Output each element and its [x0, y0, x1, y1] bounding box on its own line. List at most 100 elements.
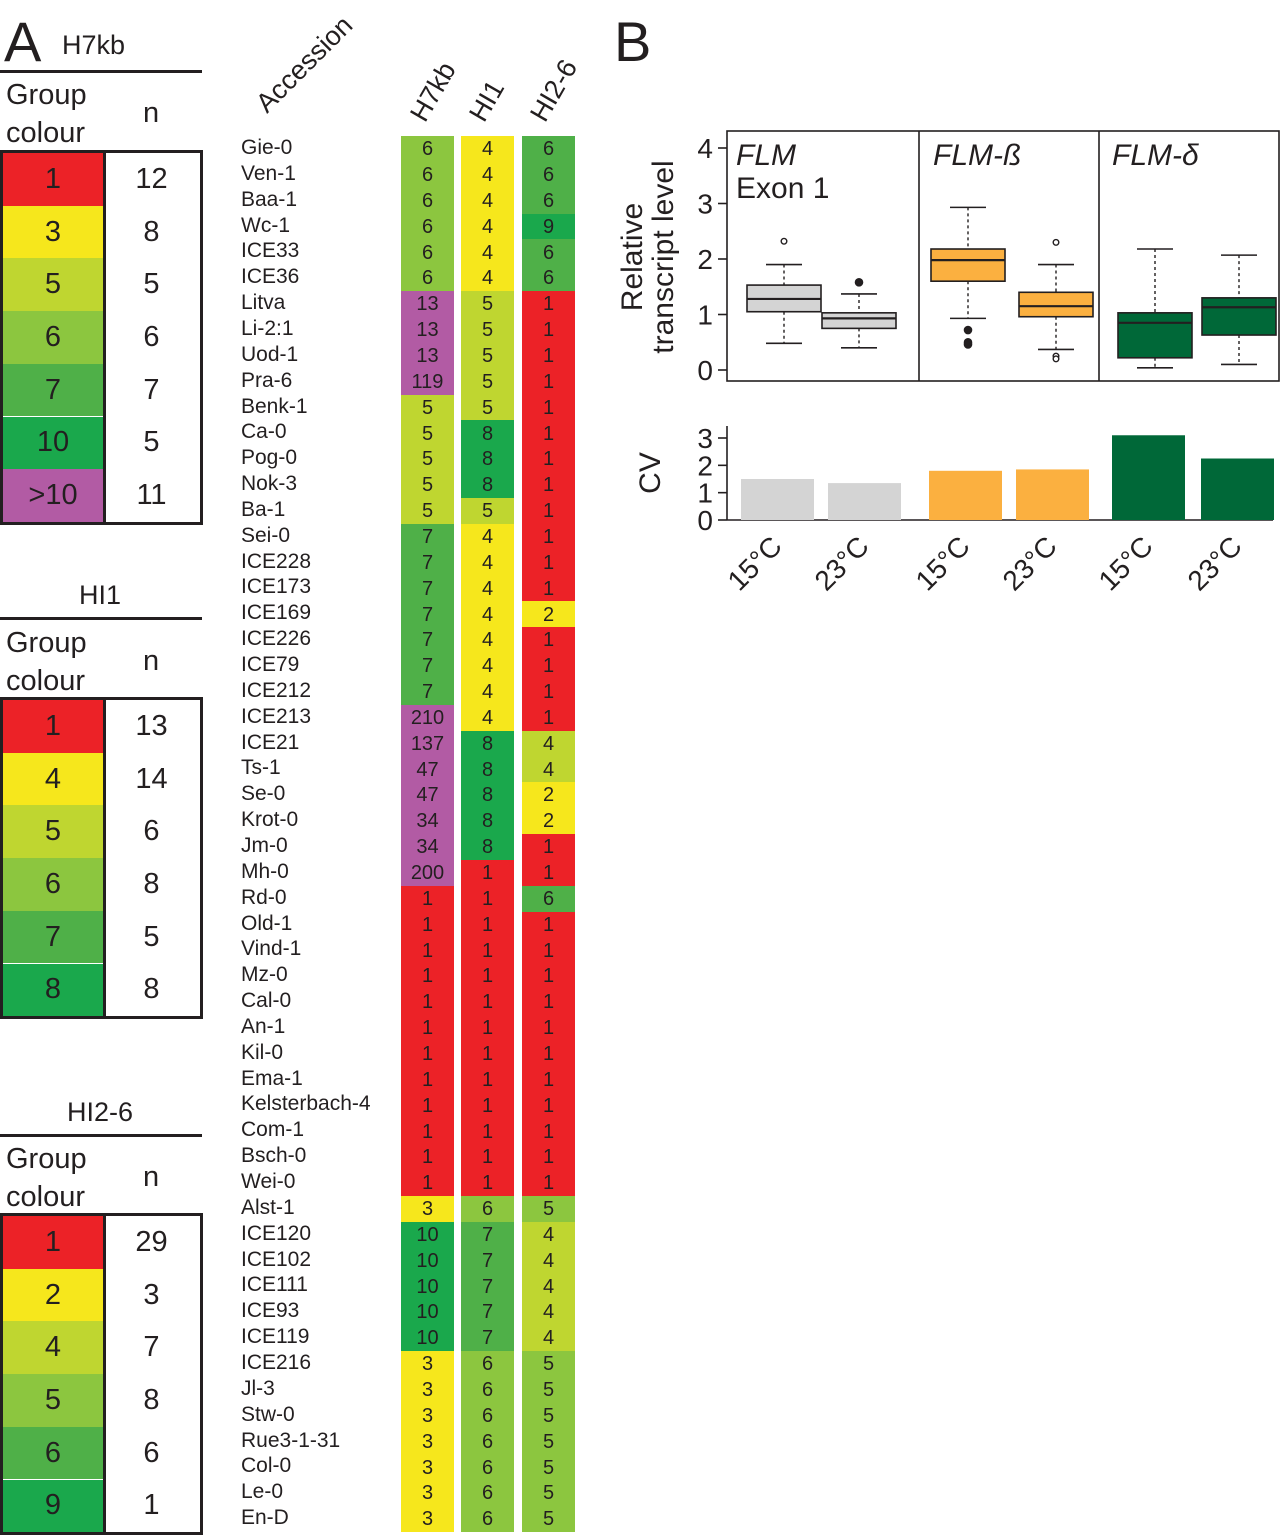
accession-name: ICE173 [241, 575, 312, 599]
outlier-point [1052, 355, 1060, 363]
heatmap-cell: 7 [401, 653, 454, 680]
outlier-point [963, 325, 973, 335]
heatmap-cell: 47 [401, 782, 454, 809]
heatmap-cell: 1 [461, 963, 514, 990]
heatmap-cell: 5 [522, 1480, 575, 1507]
accession-name: ICE102 [241, 1247, 312, 1271]
heatmap-cell: 3 [401, 1428, 454, 1455]
accession-name: Alst-1 [241, 1195, 295, 1219]
heatmap-cell: 10 [401, 1247, 454, 1274]
heatmap-cell: 6 [461, 1454, 514, 1481]
heatmap-cell: 6 [461, 1376, 514, 1404]
heatmap-cell: 1 [461, 1118, 514, 1145]
y-tick-label: 2 [697, 244, 713, 275]
legend-title: HI2-6 [66, 1097, 134, 1127]
heatmap-cell: 1 [522, 1066, 575, 1094]
accession-name: Kelsterbach-4 [241, 1092, 371, 1116]
heatmap-cell: 1 [522, 394, 575, 421]
heatmap-cell: 7 [461, 1247, 514, 1274]
y-axis-label: transcript level [647, 160, 680, 353]
heatmap-cell: 1 [401, 911, 454, 938]
heatmap-cell: 3 [401, 1480, 454, 1507]
heatmap-cell: 1 [401, 885, 454, 913]
legend-count: 8 [143, 973, 160, 1006]
legend-swatch: 8 [3, 963, 103, 1017]
heatmap-cell: 5 [401, 497, 454, 525]
legend-swatch: 5 [3, 805, 103, 859]
legend-rule [0, 70, 202, 73]
accession-name: Rue3-1-31 [241, 1428, 341, 1452]
heatmap-cell: 1 [522, 1040, 575, 1068]
legend-table: 1 13 4 14 5 6 6 8 7 5 8 8 [0, 697, 203, 1020]
legend-row: >10 11 [3, 469, 200, 522]
bar-x-tick-label: 23°C [997, 530, 1063, 596]
accession-name: ICE119 [241, 1325, 310, 1349]
heatmap-cell: 1 [461, 1066, 514, 1094]
legend-count: 7 [143, 1331, 160, 1364]
accession-name: Le-0 [241, 1480, 284, 1504]
box [1117, 312, 1193, 359]
bar-y-tick-label: 1 [697, 478, 713, 509]
accession-name: Jm-0 [241, 833, 288, 857]
accession-name: En-D [241, 1506, 289, 1530]
heatmap-cell: 4 [522, 1273, 575, 1300]
heatmap-cell: 1 [522, 472, 575, 499]
accession-name: Wei-0 [241, 1170, 296, 1193]
heatmap-cell: 6 [401, 161, 454, 189]
heatmap-cell: 7 [401, 549, 454, 577]
accession-name: Ba-1 [241, 497, 286, 521]
legend-count: 1 [143, 1489, 160, 1522]
accession-name: Ca-0 [241, 420, 287, 444]
heatmap-cell: 6 [401, 265, 454, 292]
accession-name: Com-1 [241, 1118, 305, 1142]
accession-name: Ema-1 [241, 1066, 303, 1090]
box [1018, 291, 1094, 318]
bar-x-tick-label: 15°C [1093, 530, 1159, 596]
heatmap-cell: 1 [401, 937, 454, 964]
box [930, 248, 1006, 282]
legend-row: 1 29 [3, 1216, 200, 1269]
legend-swatch: 4 [3, 1321, 103, 1375]
y-tick-label: 3 [697, 189, 713, 220]
legend-group-label: Group [6, 1143, 87, 1175]
accession-name: ICE169 [241, 601, 312, 625]
heatmap-cell: 7 [401, 601, 454, 628]
heatmap-cell: 1 [461, 859, 514, 887]
heatmap-cell: 1 [522, 678, 575, 706]
heatmap-cell: 1 [461, 1092, 514, 1119]
accession-name: Baa-1 [241, 187, 298, 211]
legend-swatch: >10 [3, 469, 103, 522]
box [821, 312, 897, 330]
heatmap-cell: 1 [461, 1040, 514, 1068]
accession-name: Pog-0 [241, 446, 298, 470]
y-tick-label: 0 [697, 355, 713, 386]
heatmap-cell: 1 [522, 549, 575, 577]
heatmap-cell: 7 [401, 523, 454, 551]
accession-name: ICE120 [241, 1221, 312, 1245]
heatmap-cell: 7 [401, 575, 454, 602]
heatmap-cell: 5 [522, 1402, 575, 1430]
bar-x-tick-label: 23°C [1182, 530, 1248, 596]
bar-x-tick-label: 15°C [722, 530, 788, 596]
legend-divider [103, 153, 106, 522]
legend-count: 8 [143, 215, 160, 248]
heatmap-cell: 3 [401, 1402, 454, 1430]
heatmap-cell: 3 [401, 1350, 454, 1378]
accession-name: Wc-1 [241, 213, 290, 237]
legend-count: 5 [143, 268, 160, 301]
legend-swatch: 3 [3, 205, 103, 259]
accession-name: An-1 [241, 1014, 286, 1038]
bar-y-tick-label: 3 [697, 423, 713, 454]
heatmap-cell: 5 [401, 394, 454, 421]
legend-swatch: 9 [3, 1479, 103, 1533]
heatmap-cell: 13 [401, 342, 454, 370]
heatmap-cell: 10 [401, 1325, 454, 1352]
legend-swatch: 7 [3, 363, 103, 417]
